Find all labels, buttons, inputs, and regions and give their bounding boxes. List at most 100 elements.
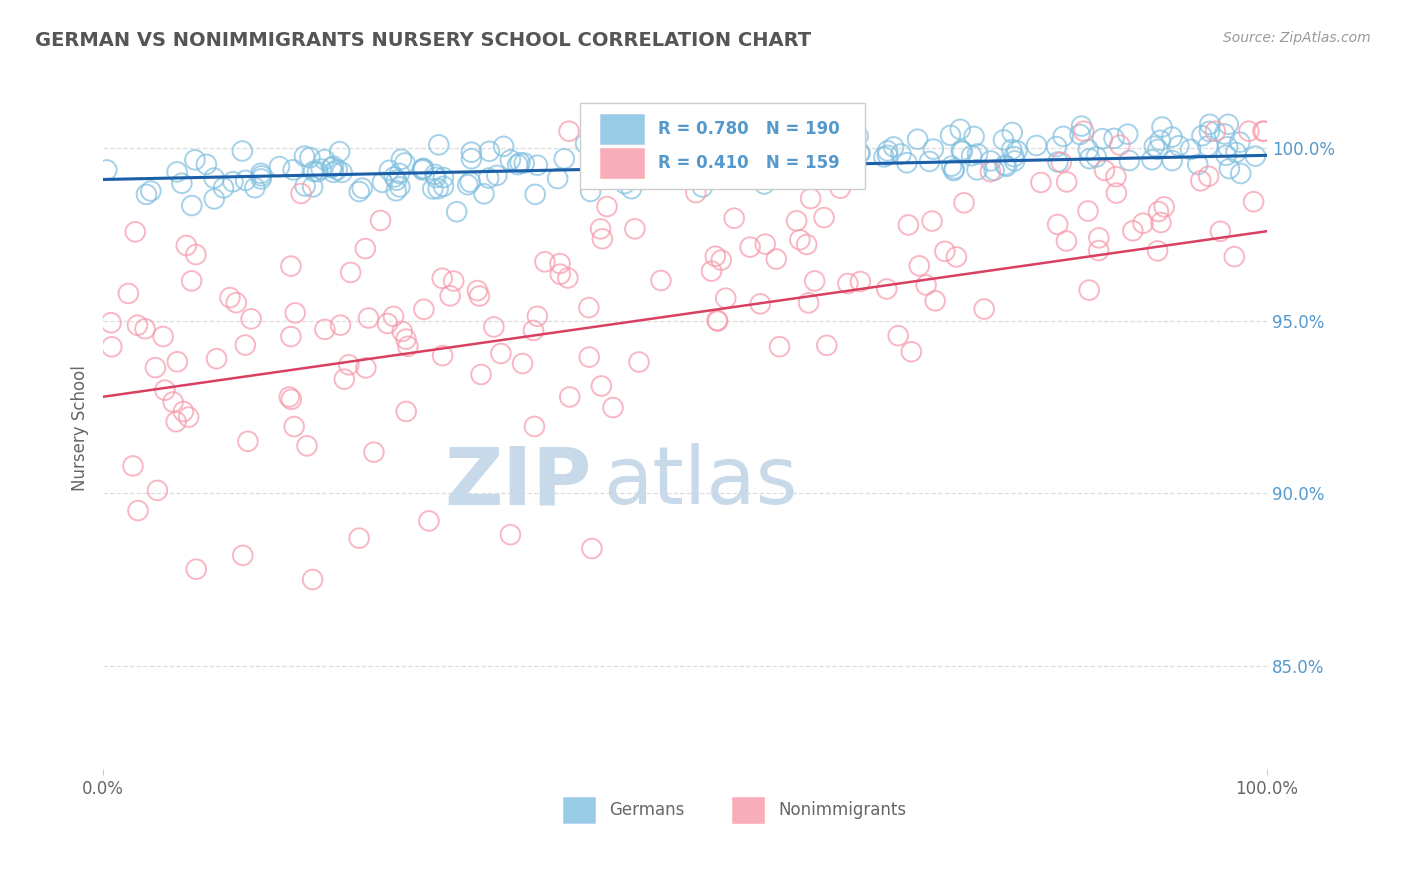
Point xyxy=(907,132,929,146)
Point xyxy=(1146,244,1168,258)
Point xyxy=(765,252,787,266)
Text: Germans: Germans xyxy=(609,801,685,819)
Point xyxy=(915,277,938,292)
Point xyxy=(371,175,394,189)
Point xyxy=(290,186,312,201)
Point xyxy=(754,144,776,158)
Point xyxy=(813,211,835,225)
Point xyxy=(1150,215,1173,229)
Point xyxy=(135,187,157,202)
Point xyxy=(887,328,910,343)
Point xyxy=(222,175,245,189)
Point xyxy=(922,142,945,156)
Point xyxy=(790,167,813,181)
Point xyxy=(1161,130,1184,145)
Point xyxy=(205,351,228,366)
Y-axis label: Nursery School: Nursery School xyxy=(72,365,89,491)
Point xyxy=(950,144,973,158)
Text: R = 0.780   N = 190: R = 0.780 N = 190 xyxy=(658,120,839,138)
Point xyxy=(301,573,323,587)
Point xyxy=(800,124,823,138)
Point xyxy=(250,172,273,186)
FancyBboxPatch shape xyxy=(581,103,866,189)
Point xyxy=(96,162,118,177)
Point xyxy=(418,514,440,528)
Point xyxy=(979,164,1001,178)
Point xyxy=(195,157,218,171)
Point xyxy=(347,531,370,545)
Point xyxy=(575,136,598,151)
Point xyxy=(786,139,808,153)
Point xyxy=(1102,131,1125,145)
Point xyxy=(117,286,139,301)
Point xyxy=(591,379,613,393)
Point xyxy=(699,144,721,158)
Point xyxy=(395,332,418,346)
Point xyxy=(339,265,361,279)
Point xyxy=(602,401,624,415)
Point xyxy=(681,142,703,156)
Point xyxy=(661,149,683,163)
Point xyxy=(347,185,370,199)
Point xyxy=(100,316,122,330)
Point xyxy=(706,313,728,327)
Point xyxy=(1204,124,1226,138)
Point xyxy=(796,237,818,252)
Point xyxy=(1149,133,1171,147)
Point xyxy=(385,184,408,198)
Point xyxy=(280,392,302,407)
Point xyxy=(243,180,266,194)
Point xyxy=(1132,216,1154,230)
Point xyxy=(1215,148,1237,162)
Point xyxy=(499,527,522,541)
Point xyxy=(127,318,149,333)
Point xyxy=(412,161,434,176)
Point xyxy=(1253,124,1275,138)
Point xyxy=(636,150,658,164)
Point xyxy=(394,156,416,170)
Point xyxy=(768,340,790,354)
Point xyxy=(1056,175,1078,189)
Point xyxy=(489,346,512,360)
Point xyxy=(1105,186,1128,200)
Point xyxy=(624,222,647,236)
Point xyxy=(1209,224,1232,238)
Point xyxy=(589,222,612,236)
Point xyxy=(470,368,492,382)
Point xyxy=(849,145,872,160)
Point xyxy=(1078,152,1101,166)
Point xyxy=(754,237,776,252)
Point xyxy=(321,161,343,175)
Point xyxy=(578,301,600,315)
Point xyxy=(558,124,581,138)
Point xyxy=(231,144,253,158)
Point xyxy=(1052,129,1074,144)
Point xyxy=(1108,138,1130,153)
Point xyxy=(432,170,454,185)
Point xyxy=(676,157,699,171)
Point xyxy=(1087,244,1109,258)
Point xyxy=(692,180,714,194)
Point xyxy=(388,180,411,194)
Point xyxy=(966,162,988,177)
Point xyxy=(1078,283,1101,297)
Point xyxy=(789,233,811,247)
Point xyxy=(1085,150,1108,164)
Point xyxy=(278,390,301,404)
Point xyxy=(828,145,851,159)
Point xyxy=(673,164,696,178)
Point xyxy=(830,136,852,150)
Point xyxy=(523,419,546,434)
Point xyxy=(1122,224,1144,238)
Point xyxy=(329,145,352,159)
Point xyxy=(849,275,872,289)
Point xyxy=(458,175,481,189)
Point xyxy=(641,159,664,173)
Point xyxy=(682,170,704,185)
Point xyxy=(800,192,823,206)
Point xyxy=(100,340,122,354)
Point xyxy=(337,358,360,372)
Point xyxy=(748,167,770,181)
Point xyxy=(703,144,725,158)
Point xyxy=(1197,139,1219,153)
